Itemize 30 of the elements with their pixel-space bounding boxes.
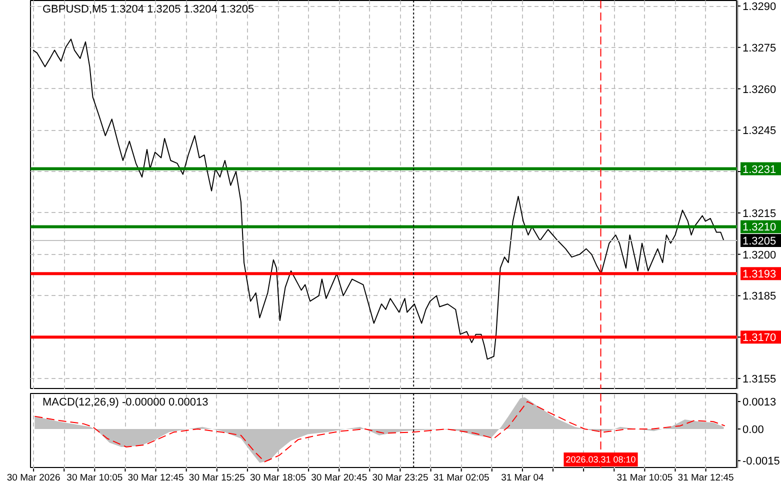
y-tick-label: 1.3215 [742, 208, 776, 220]
y-tick-label: 0.00 [742, 424, 764, 436]
x-tick-label: 30 Mar 2026 [6, 472, 60, 484]
y-tick-label: -0.0015 [742, 456, 780, 468]
x-tick-label: 30 Mar 10:05 [66, 472, 123, 484]
x-tick-label: 31 Mar 04 [501, 472, 544, 484]
y-tick-label: 1.3275 [742, 42, 776, 54]
ref-line-label: 1.3205 [742, 236, 776, 248]
x-tick-label: 30 Mar 20:45 [311, 472, 368, 484]
ref-line-label: 1.3231 [742, 164, 776, 176]
x-tick-label: 31 Mar 10:05 [616, 472, 673, 484]
x-tick-label: 30 Mar 18:05 [250, 472, 306, 484]
ref-line-label: 1.3193 [742, 268, 776, 281]
ref-line-label: 1.3210 [742, 222, 776, 234]
ref-line-label: 2026.03.31 08:10 [566, 454, 636, 464]
chart-title: GBPUSD,M5 1.3204 1.3205 1.3204 1.3205 [42, 4, 254, 16]
x-tick-label: 31 Mar 12:45 [678, 472, 734, 484]
y-tick-label: 1.3245 [742, 125, 776, 138]
y-tick-label: 1.3185 [742, 290, 776, 303]
x-tick-label: 30 Mar 12:45 [128, 472, 184, 484]
y-tick-label: 0.0013 [742, 396, 776, 409]
x-tick-label: 31 Mar 02:05 [433, 472, 490, 484]
x-tick-label: 30 Mar 15:25 [188, 472, 245, 484]
x-tick-label: 30 Mar 23:25 [372, 472, 428, 484]
chart-title: MACD(12,26,9) -0.00000 0.00013 [42, 396, 208, 408]
y-tick-label: 1.3200 [742, 249, 776, 262]
y-tick-label: 1.3260 [742, 84, 776, 96]
y-tick-label: 1.3155 [742, 373, 776, 386]
y-tick-label: 1.3290 [742, 1, 776, 14]
ref-line-label: 1.3170 [742, 332, 776, 344]
